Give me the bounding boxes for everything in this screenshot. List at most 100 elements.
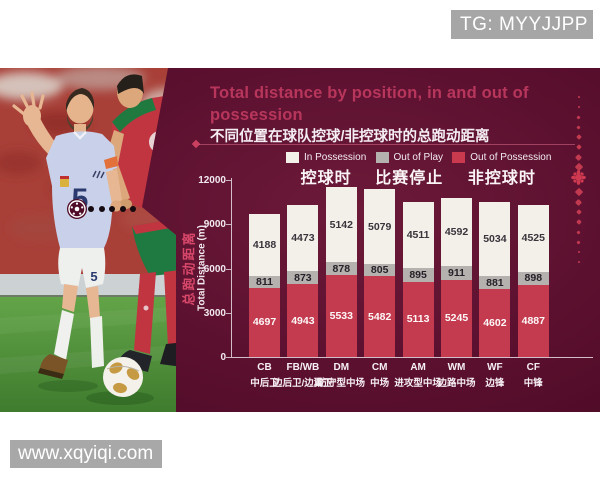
- captain-armband: [104, 156, 118, 169]
- player-morocco-legs: [118, 218, 190, 372]
- bar-segment-WM-out-of-possession: 5245: [441, 279, 472, 357]
- y-axis-line: [231, 178, 232, 357]
- bar-segment-DM-out-of-possession: 5533: [325, 275, 357, 357]
- bar-segment-CF-in-possession: 4525: [517, 204, 549, 272]
- bar-value-label: 895: [409, 268, 427, 281]
- bar-value-label: 5034: [483, 232, 507, 245]
- pointer-dot: [130, 206, 136, 212]
- diamond-icon: [576, 114, 581, 120]
- x-axis-label-WF: WF 边锋: [485, 362, 505, 389]
- bar-segment-CM-out-of-possession: 5482: [364, 276, 396, 357]
- pointer-dot: [119, 206, 126, 212]
- legend-entry-3: Out of Possession 非控球时: [452, 152, 551, 188]
- y-tick-mark: [226, 357, 231, 358]
- diamond-icon: [575, 209, 582, 215]
- bar-segment-CM-out-of-play: 805: [364, 264, 396, 277]
- website-watermark: www.xqyiqi.com: [10, 440, 162, 468]
- bar-value-label: 4511: [406, 229, 430, 242]
- soccer-ball: [103, 357, 143, 397]
- diamond-icon: [576, 229, 581, 235]
- diamond-icon: [574, 198, 583, 206]
- diamond-icon: [577, 260, 580, 264]
- bar-segment-CF-out-of-possession: 4887: [517, 284, 549, 357]
- shorts-number: 5: [90, 269, 97, 284]
- bar-segment-CB-out-of-possession: 4697: [249, 287, 280, 357]
- y-tick-mark: [226, 312, 231, 314]
- bar-segment-DM-out-of-play: 878: [325, 262, 357, 276]
- bar-value-label: 805: [370, 264, 389, 277]
- bar-value-label: 4887: [521, 314, 545, 327]
- legend-swatch-icon: [375, 152, 389, 163]
- x-axis-label-AM: AM 进攻型中场: [394, 362, 442, 389]
- diamond-icon: [575, 134, 582, 140]
- diamond-icon: [574, 187, 583, 197]
- x-axis-label-CM: CM 中场: [370, 362, 390, 389]
- bar-value-label: 878: [332, 262, 351, 275]
- y-tick-label: 6000: [203, 263, 226, 275]
- diamond-icon: [577, 105, 580, 109]
- bar-segment-WM-out-of-play: 911: [441, 266, 472, 280]
- bar-value-label: 4473: [291, 232, 315, 245]
- chart-subtitle: 不同位置在球队控球/非控球时的总跑动距离: [210, 129, 490, 145]
- y-tick-label: 12000: [198, 175, 226, 186]
- diamond-icon: [577, 250, 580, 254]
- rosette-icon: [571, 169, 586, 190]
- bar-value-label: 4697: [252, 316, 277, 329]
- bar-segment-CF-out-of-play: 898: [517, 271, 549, 285]
- legend-swatch-icon: [286, 152, 299, 163]
- bar-segment-FBWB-out-of-play: 873: [287, 271, 319, 285]
- diamond-icon: [575, 144, 582, 150]
- x-axis-label-CF: CF 中锋: [523, 362, 543, 389]
- x-axis-label-WM: WM 边路中场: [437, 362, 476, 389]
- y-tick-label: 9000: [203, 219, 226, 231]
- bar-value-label: 898: [524, 272, 543, 285]
- bar-segment-CB-out-of-play: 811: [249, 276, 280, 288]
- bar-segment-WF-out-of-play: 881: [479, 276, 511, 290]
- pointer-dot: [98, 206, 105, 212]
- bar-value-label: 5482: [368, 310, 392, 323]
- telegram-watermark: TG: MYYJJPP: [451, 10, 593, 39]
- legend-swatch-icon: [452, 152, 466, 163]
- bar-value-label: 4592: [444, 226, 469, 239]
- diamond-icon: [576, 124, 581, 130]
- bar-segment-CM-in-possession: 5079: [364, 189, 396, 265]
- legend-entry-1: In Possession 控球时: [286, 152, 366, 188]
- x-axis-label-DM: DM 防守型中场: [317, 362, 366, 389]
- bar-value-label: 5533: [329, 310, 353, 323]
- bar-value-label: 873: [294, 271, 312, 284]
- bar-value-label: 5079: [368, 220, 392, 233]
- pointer-dot: [88, 206, 94, 212]
- diamond-icon: [576, 239, 581, 245]
- chart-title: Total distance by position, in and out o…: [210, 84, 529, 124]
- bar-value-label: 5142: [329, 218, 353, 231]
- subtitle-underline: [199, 144, 575, 145]
- decorative-diamonds: [571, 92, 586, 267]
- bar-segment-FBWB-out-of-possession: 4943: [287, 284, 319, 357]
- bar-value-label: 881: [486, 276, 504, 289]
- diamond-icon: [574, 153, 583, 161]
- chart-legend: In Possession 控球时 Out of Play 比赛停止 Out of Po…: [286, 152, 551, 188]
- legend-entry-2: Out of Play 比赛停止: [375, 152, 444, 187]
- match-photo-illustration: ar: [0, 66, 200, 412]
- bar-value-label: 4943: [291, 314, 315, 327]
- bar-segment-FBWB-in-possession: 4473: [287, 205, 319, 272]
- bar-value-label: 4602: [483, 317, 507, 330]
- y-tick-mark: [226, 224, 231, 226]
- bar-segment-DM-in-possession: 5142: [325, 186, 357, 263]
- bar-segment-AM-out-of-possession: 5113: [402, 281, 434, 357]
- bar-segment-CB-in-possession: 4188: [249, 213, 280, 276]
- bar-value-label: 4525: [521, 232, 545, 245]
- y-tick-label: 0: [220, 352, 226, 363]
- bar-segment-WF-out-of-possession: 4602: [479, 289, 511, 357]
- bar-value-label: 5245: [444, 312, 469, 325]
- bar-segment-WF-in-possession: 5034: [479, 201, 511, 277]
- y-tick-label: 3000: [203, 307, 226, 319]
- x-axis-line: [231, 357, 593, 358]
- bar-value-label: 4188: [252, 238, 277, 251]
- y-tick-mark: [226, 268, 231, 270]
- boot: [40, 354, 68, 374]
- brand-logo: [92, 170, 105, 179]
- bar-value-label: 811: [256, 275, 273, 288]
- bar-segment-AM-out-of-play: 895: [402, 268, 434, 282]
